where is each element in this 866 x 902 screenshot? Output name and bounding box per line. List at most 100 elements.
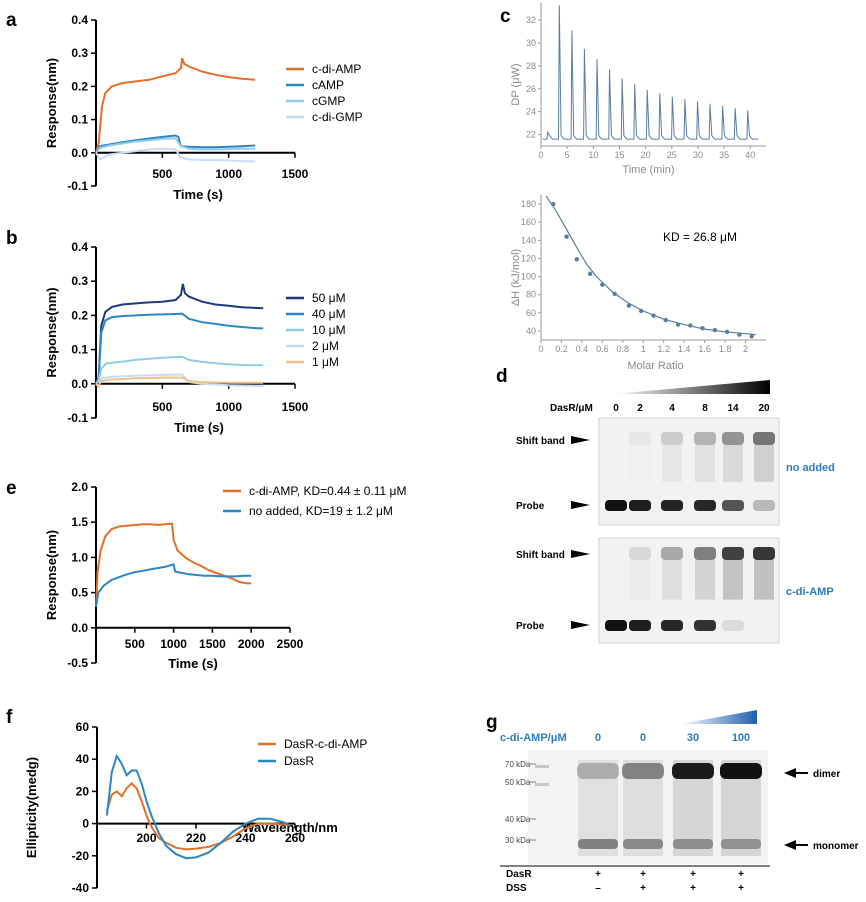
- row-label-1: DSS: [506, 883, 527, 894]
- x-tick-label: 20: [641, 150, 651, 160]
- series-line-1: [95, 312, 264, 385]
- legend-label-3: 2 μM: [312, 339, 339, 353]
- x-tick-label: 1500: [282, 400, 309, 414]
- series-line-1: [105, 753, 291, 860]
- data-point-13: [712, 327, 718, 333]
- legend-label-0: 50 μM: [312, 291, 346, 305]
- row-label-0: DasR: [506, 869, 532, 880]
- x-tick-label: 2500: [277, 637, 304, 651]
- band-arrow-1: [571, 501, 590, 509]
- y-tick-label: 0.1: [71, 343, 88, 357]
- data-point-12: [700, 326, 705, 331]
- x-axis-label: Wavelength/nm: [242, 820, 338, 835]
- x-tick-label: 0.8: [617, 344, 630, 354]
- series-line-4: [95, 376, 264, 387]
- y-tick-label: 0.3: [71, 46, 88, 60]
- legend-label-1: no added, KD=19 ± 1.2 μM: [249, 504, 393, 518]
- monomer-label: monomer: [813, 841, 859, 852]
- y-tick-label: 1.0: [71, 550, 88, 564]
- gel-d-top-smear-4: [723, 445, 743, 482]
- x-tick-label: 1500: [199, 637, 226, 651]
- y-tick-label: 60: [76, 720, 90, 734]
- gel-d-bottom-shift-band-3: [694, 547, 716, 560]
- y-tick-label: 40: [526, 326, 536, 336]
- dss-sign-0: –: [595, 883, 601, 894]
- y-tick-label: 0.3: [71, 274, 88, 288]
- data-point-16: [749, 334, 754, 339]
- chart-e: 2.0 1.5 1.0 0.5 0.0 -0.5 500 1000 1500 2000 2500 Ti…: [44, 480, 406, 671]
- gel-d-top-smear-2: [662, 445, 682, 482]
- data-point-7: [639, 308, 644, 314]
- series-line-0: [95, 283, 264, 385]
- gel-d-bottom-shift-band-1: [629, 547, 651, 560]
- lane-label-0: 0: [613, 403, 619, 414]
- monomer-band-1: [623, 839, 663, 849]
- gel-d-bottom-smear-3: [695, 560, 715, 600]
- gel-d-emsa: DasR/μM 0 2 4 8 14 20 Shift band Probe Shift band…: [516, 380, 835, 644]
- gel-d-header: DasR/μM: [550, 403, 593, 414]
- y-tick-label: 20: [76, 784, 90, 798]
- x-tick-label: 5: [565, 150, 570, 160]
- x-tick-label: 2: [743, 344, 748, 354]
- y-tick-label: 0.0: [71, 146, 88, 160]
- gel-d-top-probe-band-5: [753, 500, 775, 511]
- y-tick-label: -0.1: [67, 179, 88, 193]
- data-point-15: [737, 332, 742, 337]
- y-tick-label: 0.2: [71, 79, 88, 93]
- lane-smear-1: [623, 760, 663, 856]
- dasr-sign-0: +: [595, 869, 601, 880]
- y-tick-label: -0.1: [67, 411, 88, 425]
- x-axis-label: Time (s): [168, 656, 218, 671]
- x-tick-label: 1000: [160, 637, 187, 651]
- gel-d-bottom-smear-1: [630, 560, 650, 600]
- condition-label-0: no added: [786, 462, 835, 474]
- legend-label-0: DasR-c-di-AMP: [284, 737, 367, 751]
- lane-label-4: 14: [727, 403, 739, 414]
- gel-d-bottom-shift-band-5: [753, 547, 775, 560]
- y-axis-label: Response(nm): [44, 287, 59, 377]
- band-arrow-2: [571, 550, 590, 558]
- lane-label-1: 2: [637, 403, 643, 414]
- data-point-14: [724, 329, 730, 335]
- chart-c-itc-isotherm: 40 60 80 100 120 140 160 180 0 0.2 0.4 0.6 0.8 1 1.2 1.…: [510, 195, 766, 372]
- mw-marker-0: 70 kDa: [505, 760, 531, 769]
- x-axis-label: Time (s): [173, 187, 223, 202]
- gel-d-top-smear-3: [695, 445, 715, 482]
- y-tick-label: -0.5: [67, 656, 88, 670]
- dss-sign-1: +: [640, 883, 646, 894]
- dss-sign-3: +: [738, 883, 744, 894]
- panel-label-a: a: [6, 10, 17, 31]
- x-axis-label: Time (s): [174, 420, 224, 435]
- series-line-3: [95, 373, 264, 390]
- x-axis-label: Molar Ratio: [627, 360, 683, 372]
- x-tick-label: 1.2: [657, 344, 670, 354]
- y-tick-label: 26: [526, 84, 536, 94]
- concentration-wedge: [680, 710, 757, 724]
- data-point-0: [551, 201, 556, 207]
- legend-label-1: DasR: [284, 754, 314, 768]
- y-tick-label: 0.2: [71, 308, 88, 322]
- monomer-band-2: [673, 839, 713, 849]
- y-tick-label: 0.1: [71, 113, 88, 127]
- lane-label-0: 0: [595, 732, 601, 744]
- data-point-4: [600, 282, 605, 287]
- concentration-wedge: [612, 380, 770, 394]
- x-tick-label: 0: [538, 344, 543, 354]
- data-point-6: [626, 303, 632, 308]
- dimer-band-3: [720, 763, 762, 779]
- x-tick-label: 0.4: [576, 344, 589, 354]
- y-axis-label: Ellipticity(medg): [24, 757, 39, 858]
- gel-g-header: c-di-AMP/μM: [500, 732, 567, 744]
- dss-sign-2: +: [690, 883, 696, 894]
- y-tick-label: 140: [521, 235, 536, 245]
- x-tick-label: 1000: [215, 400, 242, 414]
- x-tick-label: 500: [152, 400, 172, 414]
- gel-d-bottom-probe-band-1: [629, 620, 651, 631]
- y-axis-label: DP (μW): [510, 63, 522, 105]
- legend-label-3: c-di-GMP: [312, 110, 363, 124]
- y-axis-label: ΔH (kJ/mol): [510, 249, 522, 306]
- x-tick-label: 35: [719, 150, 729, 160]
- x-tick-label: 500: [125, 637, 145, 651]
- monomer-band-3: [721, 839, 761, 849]
